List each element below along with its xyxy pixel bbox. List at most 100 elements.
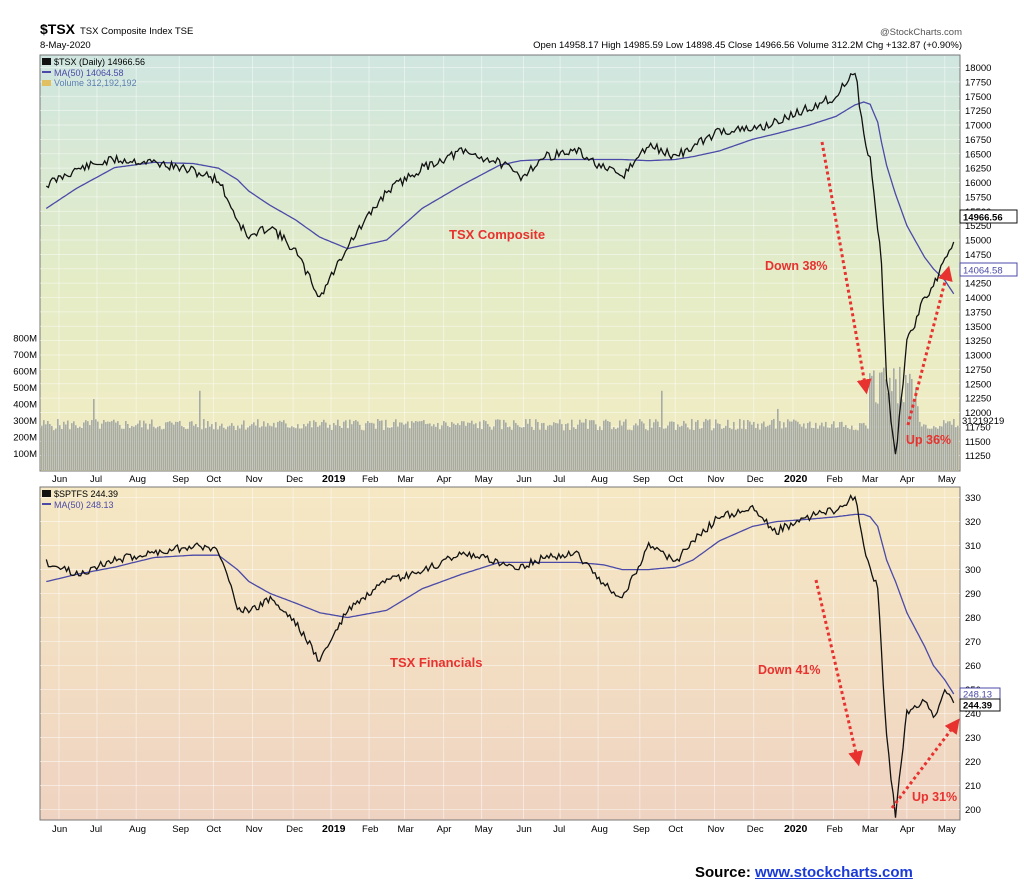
volume-bar — [441, 425, 443, 470]
volume-bar — [561, 424, 563, 470]
volume-bar — [383, 429, 385, 470]
volume-bar — [379, 420, 381, 470]
legend-sptfs-ma: MA(50) 248.13 — [54, 500, 114, 510]
y-tick-label: 14000 — [965, 293, 991, 304]
volume-bar — [829, 427, 831, 470]
volume-bar — [927, 428, 929, 470]
y-tick-label: 310 — [965, 541, 981, 552]
volume-bar — [859, 423, 861, 470]
volume-bar — [81, 428, 83, 470]
y-tick-label: 300 — [965, 565, 981, 576]
volume-bar — [109, 421, 111, 470]
volume-bar — [921, 426, 923, 470]
volume-bar — [639, 419, 641, 470]
volume-bar — [257, 419, 259, 470]
x-tick-label: Mar — [862, 824, 878, 835]
volume-bar — [207, 421, 209, 470]
volume-bar — [241, 424, 243, 470]
volume-bar — [261, 426, 263, 470]
volume-bar — [395, 419, 397, 470]
volume-bar — [795, 420, 797, 470]
down-38-callout: Down 38% — [765, 259, 828, 273]
volume-bar — [741, 428, 743, 470]
volume-bar — [855, 429, 857, 470]
volume-bar — [361, 429, 363, 470]
y-tick-label: 14750 — [965, 250, 991, 261]
x-tick-label: Oct — [668, 824, 683, 835]
top-ma-line — [45, 101, 955, 295]
current-price-label: 14966.56 — [963, 213, 1003, 224]
volume-bar — [43, 420, 45, 470]
source-link[interactable]: www.stockcharts.com — [755, 864, 913, 881]
volume-bar — [531, 426, 533, 470]
volume-bar — [445, 422, 447, 470]
volume-bar — [673, 421, 675, 470]
volume-bar — [367, 421, 369, 470]
volume-bar — [773, 418, 775, 470]
volume-bar — [671, 421, 673, 470]
volume-bar — [509, 426, 511, 470]
volume-bar — [611, 429, 613, 470]
volume-bar — [321, 421, 323, 470]
volume-bar — [273, 422, 275, 470]
volume-bar — [729, 427, 731, 470]
volume-bar — [947, 421, 949, 470]
volume-bar — [951, 424, 953, 470]
legend-sptfs: $SPTFS 244.39 — [54, 489, 118, 499]
volume-bar — [451, 422, 453, 470]
volume-bar — [377, 419, 379, 470]
volume-bar — [957, 425, 959, 470]
volume-bar — [57, 419, 59, 470]
volume-bar — [415, 420, 417, 470]
top-volume-axis: 100M 200M 300M 400M 500M 600M 700M 800M — [13, 334, 37, 461]
x-tick-label: Jul — [90, 824, 102, 835]
volume-bar — [759, 429, 761, 470]
volume-bar — [769, 424, 771, 470]
volume-bar — [125, 420, 127, 470]
y-tick-label: 13500 — [965, 322, 991, 333]
volume-bar — [743, 420, 745, 470]
x-tick-label: Mar — [862, 474, 878, 485]
volume-bar — [731, 429, 733, 470]
volume-bar — [227, 426, 229, 470]
volume-bar — [305, 426, 307, 470]
volume-bar — [815, 422, 817, 470]
volume-bar — [311, 427, 313, 470]
volume-bar — [701, 428, 703, 470]
volume-bar — [71, 423, 73, 470]
volume-bar — [807, 422, 809, 470]
volume-bar — [911, 378, 913, 470]
volume-bar — [557, 423, 559, 470]
volume-bar — [555, 423, 557, 470]
volume-bar — [219, 425, 221, 470]
bottom-panel: 2002102202302402502602702802903003103203… — [39, 486, 1001, 835]
volume-bar — [587, 428, 589, 470]
volume-bar — [889, 377, 891, 470]
volume-bar — [595, 424, 597, 470]
volume-bar — [151, 419, 153, 470]
volume-bar — [905, 375, 907, 470]
volume-bar — [609, 421, 611, 470]
volume-bar — [593, 420, 595, 470]
volume-bar — [655, 419, 657, 470]
volume-bar — [163, 428, 165, 470]
y-tick-label: 14250 — [965, 279, 991, 290]
volume-bar — [739, 418, 741, 470]
y-tick-label: 16250 — [965, 164, 991, 175]
volume-bar — [845, 425, 847, 470]
volume-bar — [255, 425, 257, 470]
x-tick-label: Jun — [52, 474, 67, 485]
top-legend: $TSX (Daily) 14966.56 MA(50) 14064.58 Vo… — [42, 57, 145, 88]
volume-bar — [345, 420, 347, 470]
volume-bar — [591, 420, 593, 470]
volume-bar — [527, 423, 529, 470]
volume-bar — [401, 422, 403, 470]
volume-bar — [601, 430, 603, 470]
y-tick-label: 18000 — [965, 63, 991, 74]
volume-tick-label: 100M — [13, 449, 37, 460]
y-tick-label: 11250 — [965, 451, 991, 462]
y-tick-label: 17250 — [965, 106, 991, 117]
y-tick-label: 12750 — [965, 365, 991, 376]
volume-tick-label: 200M — [13, 433, 37, 444]
